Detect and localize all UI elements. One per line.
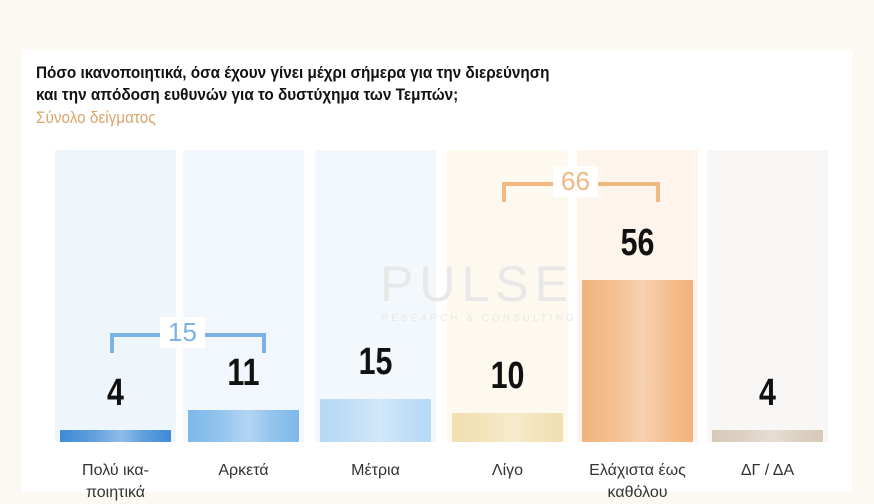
bar bbox=[60, 430, 171, 442]
bar bbox=[320, 398, 431, 442]
bar bbox=[712, 430, 823, 442]
value-label: 4 bbox=[759, 372, 776, 415]
category-label: Λίγο bbox=[491, 462, 524, 479]
bar bbox=[452, 413, 563, 442]
column-background bbox=[55, 150, 176, 442]
category-label: Ελάχιστα έως καθόλου bbox=[589, 462, 686, 501]
group-total-label: 66 bbox=[553, 166, 598, 197]
column-background bbox=[707, 150, 828, 442]
chart-subtitle: Σύνολο δείγματος bbox=[36, 108, 156, 127]
category-label: ΔΓ / ΔΑ bbox=[740, 462, 795, 479]
value-label: 11 bbox=[227, 352, 260, 395]
value-label: 4 bbox=[107, 372, 124, 415]
column-background bbox=[447, 150, 568, 442]
value-label: 15 bbox=[358, 340, 393, 383]
chart-title: Πόσο ικανοποιητικά, όσα έχουν γίνει μέχρ… bbox=[36, 63, 550, 104]
category-label: Αρκετά bbox=[218, 462, 269, 479]
bar bbox=[582, 279, 693, 442]
column-background bbox=[183, 150, 304, 442]
column-background bbox=[315, 150, 436, 442]
group-total-label: 15 bbox=[160, 317, 205, 348]
bar bbox=[188, 410, 299, 442]
value-label: 56 bbox=[620, 221, 655, 264]
value-label: 10 bbox=[490, 355, 525, 397]
category-label: Μέτρια bbox=[351, 462, 400, 479]
category-label: Πολύ ικα-ποιητικά bbox=[82, 462, 149, 501]
